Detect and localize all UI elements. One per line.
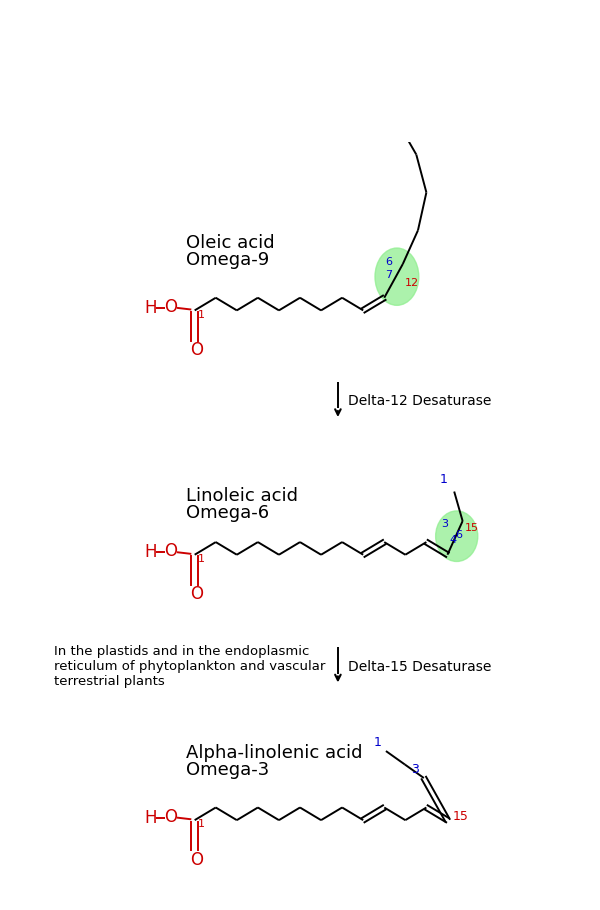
Text: 7: 7 (385, 270, 392, 280)
Text: O: O (164, 542, 178, 561)
Text: Omega-6: Omega-6 (186, 503, 269, 521)
Text: 1: 1 (198, 819, 205, 829)
Text: O: O (164, 808, 178, 825)
Text: 3: 3 (442, 520, 448, 530)
Text: 3: 3 (412, 763, 419, 776)
Text: Delta-12 Desaturase: Delta-12 Desaturase (348, 394, 491, 409)
Text: O: O (190, 341, 203, 359)
Text: Omega-9: Omega-9 (186, 251, 269, 268)
Text: Oleic acid: Oleic acid (186, 234, 275, 252)
Text: 1: 1 (387, 0, 395, 2)
Text: 6: 6 (456, 530, 463, 540)
Text: H: H (145, 809, 157, 826)
Text: Alpha-linolenic acid: Alpha-linolenic acid (186, 743, 363, 762)
Text: H: H (145, 298, 157, 317)
Text: 1: 1 (374, 736, 382, 749)
Text: O: O (190, 851, 203, 869)
Text: 15: 15 (453, 810, 469, 824)
Text: 6: 6 (385, 257, 392, 267)
Text: O: O (164, 298, 178, 316)
Text: 1: 1 (198, 554, 205, 564)
Text: O: O (190, 585, 203, 603)
Ellipse shape (436, 511, 478, 561)
Text: 15: 15 (465, 522, 479, 532)
Text: Linoleic acid: Linoleic acid (186, 487, 298, 505)
Text: 1: 1 (198, 309, 205, 319)
Text: 4: 4 (450, 534, 457, 544)
Text: H: H (145, 543, 157, 561)
Text: 12: 12 (405, 278, 419, 288)
Text: In the plastids and in the endoplasmic
reticulum of phytoplankton and vascular
t: In the plastids and in the endoplasmic r… (54, 645, 325, 688)
Text: Omega-3: Omega-3 (186, 761, 269, 779)
Text: Delta-15 Desaturase: Delta-15 Desaturase (348, 660, 491, 673)
Ellipse shape (375, 248, 419, 306)
Text: 1: 1 (440, 473, 448, 486)
